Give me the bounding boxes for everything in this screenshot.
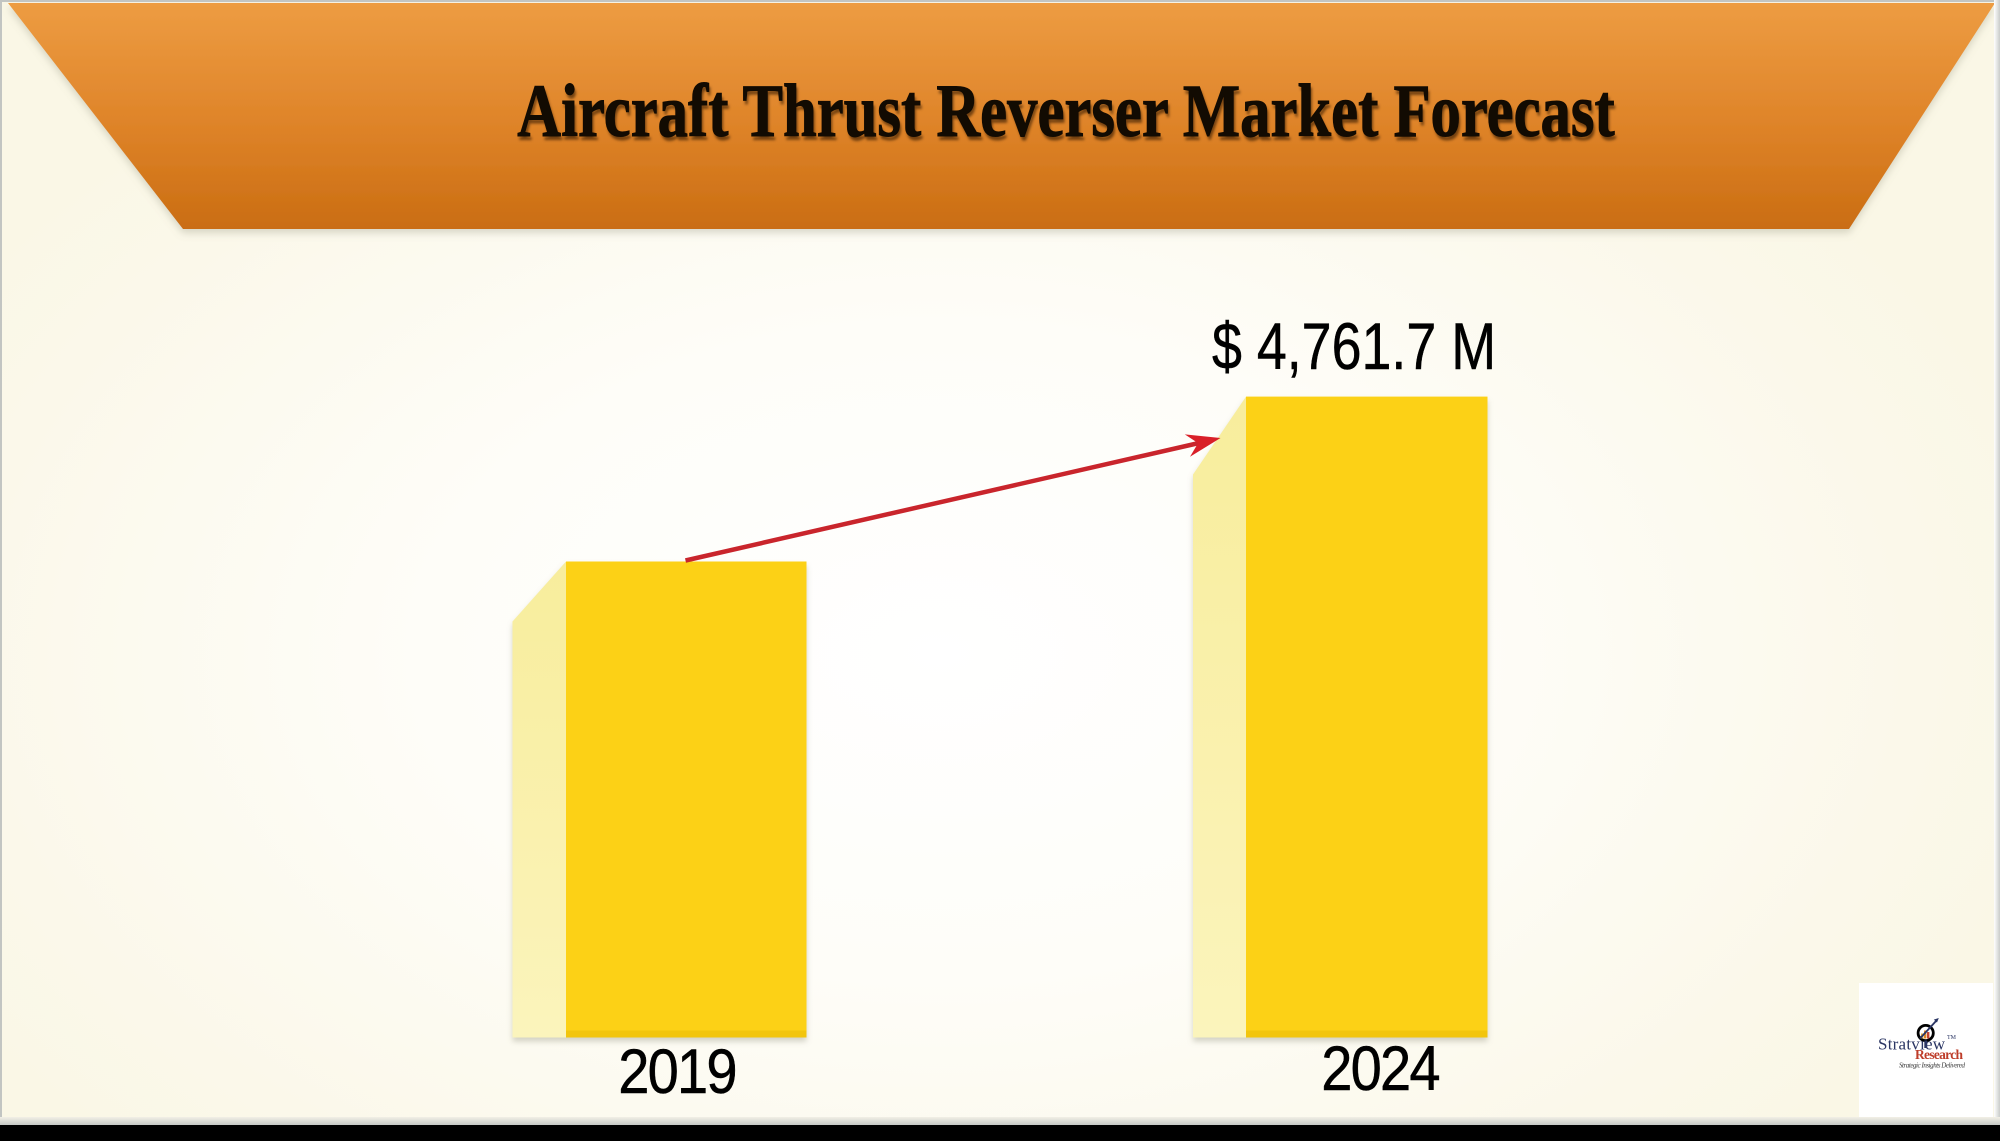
svg-text:Research: Research [1915, 1047, 1963, 1062]
svg-text:TM: TM [1947, 1035, 1957, 1041]
svg-text:Strategic Insights Delivered: Strategic Insights Delivered [1899, 1062, 1966, 1070]
